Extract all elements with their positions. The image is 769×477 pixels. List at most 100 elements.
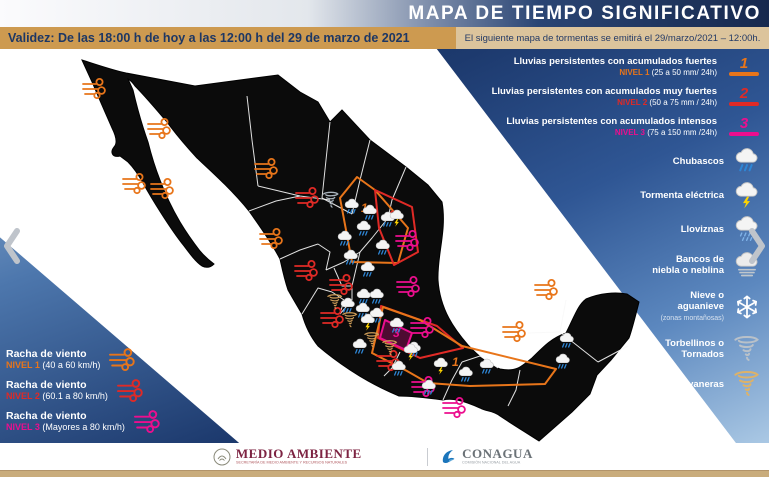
- bottom-accent-strip: [0, 470, 769, 477]
- alert-zone-polygon: [377, 305, 464, 359]
- map-wind-gust-level2-icon: [376, 349, 400, 372]
- wind-legend-line2: NIVEL 2 (60.1 a 80 km/h): [6, 391, 108, 402]
- map-shower-icon: [362, 204, 378, 220]
- snowflake-legend-icon: [733, 293, 761, 321]
- map-wind-gust-level3-icon: [411, 375, 435, 398]
- rain-range-label: (25 a 50 mm/ 24h): [651, 68, 717, 77]
- symbol-legend-label: Lloviznas: [681, 224, 724, 235]
- symbol-legend-label: Tolvaneras: [675, 379, 724, 390]
- wind-legend-line1: Racha de viento: [6, 347, 87, 360]
- map-wind-gust-level1-icon: [82, 77, 106, 100]
- rain-legend-line1: Lluvias persistentes con acumulados inte…: [506, 116, 717, 127]
- map-dust-devil-icon: [327, 294, 342, 310]
- map-wind-gust-level1-icon: [147, 117, 171, 140]
- map-shower-icon: [391, 360, 407, 376]
- map-storm-icon: [389, 209, 404, 227]
- symbol-label-line1: Nieve o: [690, 290, 724, 301]
- map-wind-gust-level2-icon: [295, 186, 319, 209]
- title-bar: MAPA DE TIEMPO SIGNIFICATIVO: [0, 0, 769, 27]
- alert-zone-level-label: 3: [393, 326, 400, 340]
- wind-range-label: (40 a 60 km/h): [42, 359, 101, 370]
- rain-level-number: 2: [727, 85, 761, 106]
- symbol-legend-item: Tolvaneras: [640, 370, 767, 398]
- wind-legend-line1: Racha de viento: [6, 378, 87, 391]
- wind-level-label: NIVEL 2: [6, 390, 43, 401]
- map-shower-icon: [369, 307, 385, 323]
- symbol-legend-label: Torbellinos o Tornados: [665, 338, 724, 360]
- medio-ambiente-wordmark: MEDIO AMBIENTE: [235, 445, 362, 461]
- rain-level-color-bar: [729, 72, 759, 76]
- map-storm-icon: [403, 343, 418, 361]
- footer-logos: MEDIO AMBIENTE SECRETARÍA DE MEDIO AMBIE…: [0, 443, 769, 470]
- symbol-legend-item: Tormenta eléctrica: [640, 180, 767, 210]
- rain-level-number-value: 2: [739, 85, 749, 102]
- map-wind-gust-level1-icon: [259, 227, 283, 250]
- alert-zone-polygon: [379, 319, 413, 351]
- page-title: MAPA DE TIEMPO SIGNIFICATIVO: [408, 2, 761, 24]
- map-shower-icon: [343, 249, 359, 265]
- wind-legend-text: Racha de viento NIVEL 3 (Mayores a 80 km/…: [6, 410, 125, 433]
- symbol-legend-item: Chubascos: [640, 146, 767, 176]
- map-wind-gust-level1-icon: [534, 278, 558, 301]
- medio-ambiente-subtitle: SECRETARÍA DE MEDIO AMBIENTE Y RECURSOS …: [235, 460, 348, 465]
- map-wind-gust-level1-icon: [122, 172, 146, 195]
- map-shower-icon: [380, 211, 396, 227]
- wind-legend-line1: Racha de viento: [6, 409, 87, 422]
- rain-level-number-value: 3: [739, 115, 749, 132]
- medio-ambiente-logo: MEDIO AMBIENTE SECRETARÍA DE MEDIO AMBIE…: [213, 447, 415, 467]
- map-shower-icon: [421, 379, 437, 395]
- map-shower-icon: [389, 317, 405, 333]
- symbol-label-line1: Tormenta eléctrica: [640, 189, 724, 201]
- map-storm-icon: [433, 357, 448, 375]
- alert-zone-polygon: [371, 306, 557, 387]
- map-dust-devil-icon: [364, 332, 379, 348]
- map-wind-gust-level3-icon: [410, 316, 434, 339]
- map-shower-icon: [356, 220, 372, 236]
- symbol-label-line1: Lloviznas: [680, 223, 724, 235]
- map-shower-icon: [344, 198, 360, 214]
- wind-range-label: (Mayores a 80 km/h): [42, 421, 125, 432]
- symbol-legend-item: Bancos de niebla o neblina: [640, 248, 767, 282]
- alert-zone-level-label: 1: [361, 201, 368, 215]
- wind-gust-legend-icon: [133, 408, 163, 434]
- conagua-wordmark: CONAGUA: [462, 445, 533, 461]
- map-wind-gust-level1-icon: [254, 157, 278, 180]
- map-shower-icon: [479, 358, 495, 374]
- rain-level-label: NIVEL 3: [614, 128, 648, 137]
- wind-legend-item: Racha de viento NIVEL 1 (40 a 60 km/h): [6, 346, 163, 372]
- map-wind-gust-level3-icon: [396, 275, 420, 298]
- wind-legend-text: Racha de viento NIVEL 2 (60.1 a 80 km/h): [6, 379, 108, 402]
- tornado-legend-icon: [733, 370, 761, 398]
- symbol-label-line1: Bancos de: [675, 254, 724, 265]
- previous-arrow-icon[interactable]: [2, 227, 22, 265]
- symbol-legend-label: Chubascos: [673, 156, 724, 167]
- map-dust-devil-icon: [342, 312, 357, 328]
- map-shower-icon: [340, 297, 356, 313]
- map-tornado-icon: [322, 191, 339, 208]
- wind-legend-item: Racha de viento NIVEL 3 (Mayores a 80 km/…: [6, 408, 163, 434]
- map-shower-icon: [337, 230, 353, 246]
- wind-legend-item: Racha de viento NIVEL 2 (60.1 a 80 km/h): [6, 377, 163, 403]
- rain-legend-text: Lluvias persistentes con acumulados fuer…: [514, 56, 717, 77]
- wind-level-label: NIVEL 3: [6, 421, 43, 432]
- map-shower-icon: [369, 288, 385, 304]
- alert-zone-polygon: [339, 176, 409, 264]
- wind-legend-text: Racha de viento NIVEL 1 (40 a 60 km/h): [6, 348, 100, 371]
- symbol-label-note: (zonas montañosas): [660, 315, 724, 322]
- map-wind-gust-level2-icon: [320, 306, 344, 329]
- conagua-subtitle: COMISIÓN NACIONAL DEL AGUA: [462, 460, 521, 465]
- logo-divider: [427, 447, 429, 466]
- map-shower-icon: [458, 366, 474, 382]
- rain-legend-line1: Lluvias persistentes con acumulados fuer…: [513, 56, 717, 67]
- conagua-logo: CONAGUA COMISIÓN NACIONAL DEL AGUA: [440, 447, 556, 467]
- symbol-label-line1: Torbellinos o: [665, 338, 724, 349]
- symbol-legend-item: Nieve o aguanieve (zonas montañosas): [640, 286, 767, 328]
- rain-legend-item: Lluvias persistentes con acumulados fuer…: [437, 56, 767, 77]
- alert-zone-level-label: 2: [388, 208, 396, 222]
- rain-range-label: (50 a 75 mm / 24h): [649, 98, 717, 107]
- weather-symbols-legend: Chubascos Tormenta eléctrica Lloviznas Banc…: [640, 146, 767, 398]
- map-shower-icon: [356, 288, 372, 304]
- rain-legend-line2: NIVEL 3 (75 a 150 mm /24h): [506, 128, 717, 137]
- next-arrow-icon[interactable]: [747, 227, 767, 265]
